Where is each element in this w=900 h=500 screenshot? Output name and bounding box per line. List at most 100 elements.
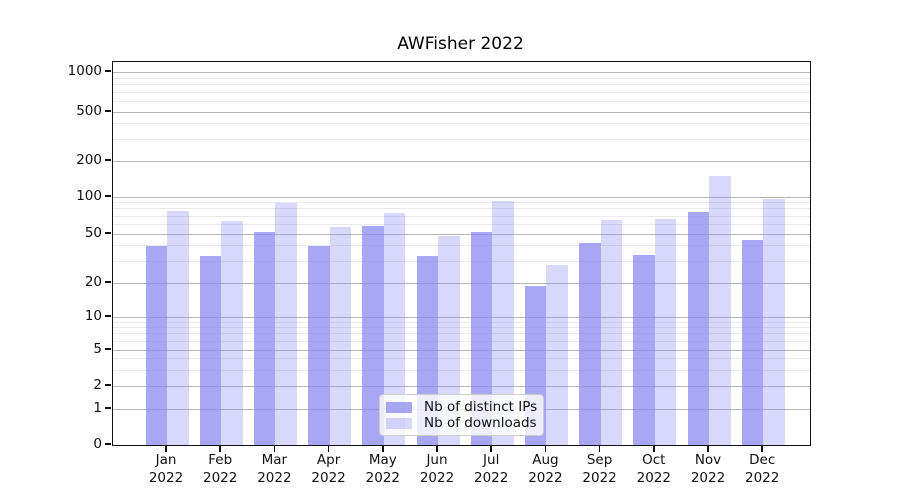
bar-nb-of-distinct-ips-jan-2022	[145, 245, 167, 445]
bar-nb-of-downloads-aug-2022	[546, 265, 568, 445]
y-tick-label-200: 200	[76, 152, 102, 168]
gridline-y-minor-700	[113, 92, 810, 94]
x-tick-label-oct-2022: Oct 2022	[636, 452, 671, 486]
x-tick-label-jun-2022: Jun 2022	[419, 452, 455, 486]
y-tick-label-1: 1	[93, 400, 102, 416]
gridline-y-10	[113, 316, 810, 318]
y-tick-label-20: 20	[84, 274, 102, 290]
y-tick-mark-1000	[105, 70, 111, 72]
gridline-y-minor-40	[113, 245, 810, 247]
x-tick-mark-oct-2022	[653, 445, 655, 452]
x-tick-mark-may-2022	[382, 445, 384, 452]
gridline-y-200	[113, 160, 810, 162]
x-tick-mark-feb-2022	[219, 445, 221, 452]
x-tick-label-dec-2022: Dec 2022	[745, 452, 780, 486]
y-tick-mark-2	[105, 384, 111, 386]
gridline-y-100	[113, 196, 810, 198]
y-tick-mark-500	[105, 110, 111, 112]
y-tick-label-1000: 1000	[67, 63, 102, 79]
gridline-y-2	[113, 385, 810, 387]
y-tick-mark-10	[105, 315, 111, 317]
plot-area	[112, 61, 811, 446]
bar-nb-of-distinct-ips-feb-2022	[199, 256, 222, 445]
legend-label-downloads: Nb of downloads	[424, 415, 537, 431]
y-tick-label-10: 10	[84, 308, 102, 324]
bar-nb-of-downloads-jul-2022	[492, 200, 514, 445]
y-tick-label-5: 5	[93, 341, 102, 357]
x-tick-label-jan-2022: Jan 2022	[148, 452, 184, 486]
gridline-y-minor-800	[113, 84, 810, 86]
y-tick-mark-100	[105, 195, 111, 197]
x-tick-label-jul-2022: Jul 2022	[474, 452, 509, 486]
x-tick-mark-sep-2022	[598, 445, 601, 452]
y-tick-label-50: 50	[84, 225, 102, 241]
y-tick-mark-1	[105, 407, 111, 409]
gridline-y-minor-300	[113, 138, 810, 140]
legend-swatch-downloads	[386, 417, 412, 429]
bar-nb-of-distinct-ips-oct-2022	[633, 254, 655, 445]
gridline-y-20	[113, 282, 810, 284]
bar-nb-of-downloads-oct-2022	[654, 219, 677, 445]
x-tick-label-aug-2022: Aug 2022	[528, 452, 563, 486]
x-tick-mark-mar-2022	[273, 445, 276, 452]
gridline-y-minor-90	[113, 202, 810, 204]
bar-nb-of-downloads-nov-2022	[709, 175, 731, 445]
gridline-y-minor-600	[113, 100, 810, 102]
bar-nb-of-distinct-ips-nov-2022	[687, 212, 709, 445]
legend: Nb of distinct IPs Nb of downloads	[379, 394, 544, 436]
gridline-y-minor-80	[113, 208, 810, 210]
y-tick-label-100: 100	[76, 188, 102, 204]
legend-entry-downloads: Nb of downloads	[386, 415, 537, 431]
x-tick-label-apr-2022: Apr 2022	[311, 452, 346, 486]
y-tick-mark-200	[105, 159, 111, 161]
bar-nb-of-downloads-sep-2022	[600, 220, 623, 445]
gridline-y-500	[113, 111, 810, 113]
legend-entry-distinct-ips: Nb of distinct IPs	[386, 399, 538, 415]
bar-nb-of-distinct-ips-mar-2022	[253, 231, 276, 445]
y-tick-mark-50	[105, 232, 111, 234]
bar-nb-of-distinct-ips-sep-2022	[579, 243, 601, 445]
gridline-y-minor-30	[113, 260, 810, 262]
chart-title: AWFisher 2022	[397, 34, 524, 54]
gridline-y-minor-900	[113, 77, 810, 79]
legend-label-distinct-ips: Nb of distinct IPs	[424, 399, 538, 415]
y-tick-label-2: 2	[93, 377, 102, 393]
gridline-y-minor-6	[113, 340, 810, 342]
gridline-y-minor-8	[113, 327, 810, 329]
bar-nb-of-downloads-may-2022	[383, 213, 406, 445]
gridline-y-minor-400	[113, 123, 810, 125]
y-tick-mark-20	[105, 281, 111, 283]
bar-nb-of-distinct-ips-apr-2022	[308, 245, 330, 445]
bar-nb-of-downloads-jun-2022	[438, 236, 460, 445]
bar-nb-of-downloads-dec-2022	[763, 199, 785, 445]
bar-nb-of-distinct-ips-jul-2022	[470, 231, 493, 445]
x-tick-mark-nov-2022	[707, 445, 709, 452]
x-tick-mark-aug-2022	[544, 445, 547, 452]
x-tick-label-nov-2022: Nov 2022	[690, 452, 726, 486]
bar-nb-of-downloads-feb-2022	[221, 220, 243, 445]
gridline-y-5	[113, 349, 810, 351]
bar-nb-of-distinct-ips-may-2022	[362, 226, 384, 445]
x-tick-label-sep-2022: Sep 2022	[582, 452, 617, 486]
x-tick-label-feb-2022: Feb 2022	[203, 452, 238, 486]
gridline-y-minor-70	[113, 215, 810, 217]
y-tick-mark-0	[105, 443, 111, 445]
legend-swatch-distinct-ips	[386, 401, 412, 413]
gridline-y-50	[113, 233, 810, 235]
bar-nb-of-downloads-jan-2022	[167, 210, 189, 445]
gridline-y-minor-60	[113, 223, 810, 225]
gridline-y-minor-4	[113, 358, 810, 360]
x-tick-mark-jun-2022	[436, 445, 438, 452]
x-tick-label-mar-2022: Mar 2022	[257, 452, 292, 486]
y-tick-label-0: 0	[93, 436, 102, 452]
bar-nb-of-downloads-apr-2022	[329, 227, 352, 445]
x-tick-mark-dec-2022	[761, 445, 763, 452]
x-tick-mark-jan-2022	[165, 445, 167, 452]
bar-nb-of-distinct-ips-dec-2022	[741, 239, 764, 445]
bar-nb-of-downloads-mar-2022	[275, 202, 297, 445]
gridline-y-1000	[113, 71, 810, 73]
gridline-y-minor-7	[113, 333, 810, 335]
gridline-y-minor-9	[113, 321, 810, 323]
x-tick-label-may-2022: May 2022	[365, 452, 400, 486]
y-tick-mark-5	[105, 348, 111, 350]
